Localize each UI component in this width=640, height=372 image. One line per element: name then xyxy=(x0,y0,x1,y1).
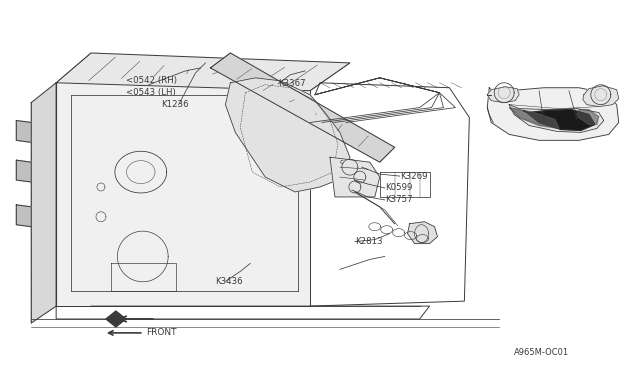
Polygon shape xyxy=(106,311,126,327)
Text: K1236: K1236 xyxy=(161,100,188,109)
Polygon shape xyxy=(56,83,310,306)
Text: K3436: K3436 xyxy=(216,277,243,286)
Polygon shape xyxy=(509,105,604,132)
Polygon shape xyxy=(56,53,350,91)
Text: K0599: K0599 xyxy=(385,183,412,192)
Polygon shape xyxy=(17,121,31,142)
Polygon shape xyxy=(523,110,595,131)
Text: K3367: K3367 xyxy=(278,79,306,88)
Polygon shape xyxy=(408,222,438,244)
Text: <0543 (LH): <0543 (LH) xyxy=(126,88,175,97)
Polygon shape xyxy=(225,78,350,192)
Polygon shape xyxy=(509,108,559,128)
Text: FRONT: FRONT xyxy=(146,328,176,337)
Polygon shape xyxy=(17,160,31,182)
Text: K3757: K3757 xyxy=(385,195,412,204)
Polygon shape xyxy=(211,53,395,162)
Polygon shape xyxy=(487,88,619,140)
Text: A965M-OC01: A965M-OC01 xyxy=(514,348,569,357)
Polygon shape xyxy=(487,87,519,103)
Text: <0542 (RH): <0542 (RH) xyxy=(126,76,177,85)
Polygon shape xyxy=(577,110,599,125)
Polygon shape xyxy=(583,86,619,107)
Text: c: c xyxy=(340,159,344,165)
Text: K2813: K2813 xyxy=(355,237,383,246)
Text: K3269: K3269 xyxy=(399,171,427,180)
Polygon shape xyxy=(31,83,56,323)
Polygon shape xyxy=(330,157,380,197)
Polygon shape xyxy=(17,205,31,227)
